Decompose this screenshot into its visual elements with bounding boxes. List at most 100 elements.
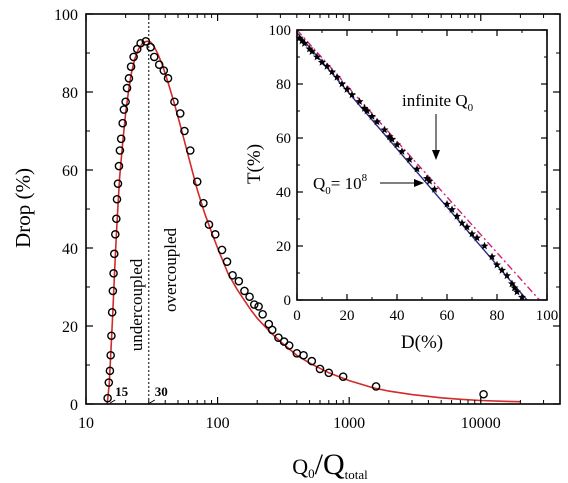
data-point [222, 257, 232, 266]
annotation-infinite-q0-sub: 0 [468, 102, 474, 114]
inset-y-axis-label: T(%) [244, 144, 265, 184]
data-point [126, 62, 136, 71]
data-point [103, 393, 112, 403]
data-point [107, 331, 116, 341]
inset-data-point [498, 266, 506, 274]
data-point [154, 60, 164, 69]
data-point [118, 118, 127, 128]
inset-data-point [463, 222, 471, 231]
inset-data-point [308, 47, 316, 55]
data-point [112, 214, 121, 224]
threshold-marker-label: 15 [115, 384, 129, 399]
inset-data-point [343, 85, 351, 93]
data-point [185, 146, 195, 155]
x-tick-label: 100 [206, 415, 230, 432]
inset-data-point [368, 112, 376, 120]
main-data-points-layer [103, 37, 488, 403]
inset-x-tick-label: 60 [440, 308, 455, 324]
main-y-axis-label: Drop (%) [11, 168, 35, 248]
threshold-marker-label: 30 [155, 384, 168, 399]
x-tick-label: 10000 [461, 415, 501, 432]
inset-y-tick-label: 60 [276, 131, 291, 147]
arrow-head-icon [432, 150, 440, 160]
data-point [149, 52, 159, 62]
data-point [159, 66, 169, 75]
x-label-slash: /Q [315, 448, 345, 481]
data-point [109, 269, 118, 278]
data-point [192, 177, 202, 186]
data-point [249, 300, 259, 309]
data-point [121, 97, 130, 107]
data-point [204, 220, 214, 229]
inset-data-point [443, 200, 451, 208]
inset-data-point [360, 104, 369, 112]
data-point [315, 364, 325, 374]
inset-data-point [300, 39, 309, 47]
fit-curve [106, 40, 521, 405]
x-label-sub-total: total [345, 467, 368, 482]
data-point [136, 38, 145, 48]
inset-x-tick-label: 20 [340, 308, 355, 324]
inset-data-point [453, 212, 461, 220]
y-tick-label: 20 [62, 319, 78, 336]
data-point [129, 52, 138, 62]
inset-data-point [430, 185, 439, 193]
data-point [371, 382, 381, 391]
threshold-marker-arrow [109, 399, 116, 404]
y-tick-label: 60 [62, 163, 78, 180]
region-label-overcoupled: overcoupled [161, 227, 180, 312]
inset-data-point [473, 233, 481, 242]
inset-data-point [468, 229, 476, 238]
data-point [108, 286, 118, 296]
inset-data-point [480, 241, 489, 250]
inset-x-tick-label: 40 [390, 308, 405, 324]
data-point [111, 230, 120, 239]
annotation-q0-eq: = 10 [331, 174, 362, 193]
inset-data-point [338, 79, 346, 88]
inset-data-point [513, 287, 521, 296]
data-point [163, 74, 173, 83]
inset-data-point [313, 52, 321, 61]
data-point [105, 366, 115, 376]
inset-y-tick-label: 100 [269, 23, 292, 39]
inset-x-tick-label: 80 [490, 308, 505, 324]
inset-data-point [510, 283, 519, 292]
svg-text:infinite Q0: infinite Q0 [402, 91, 474, 114]
data-point [107, 308, 117, 317]
data-point [114, 161, 124, 171]
x-tick-label: 1000 [333, 415, 365, 432]
data-point [234, 276, 244, 286]
inset-data-point [393, 140, 401, 149]
inset-data-point [488, 252, 496, 261]
inset-y-tick-label: 20 [276, 239, 291, 255]
y-tick-label: 0 [70, 397, 78, 414]
svg-text:Q0= 108: Q0= 108 [313, 172, 368, 197]
data-point [124, 74, 134, 83]
inset-data-point [458, 218, 466, 227]
data-point [245, 292, 254, 302]
data-point [116, 134, 126, 144]
data-point [141, 37, 151, 46]
inset-data-points-layer [295, 33, 526, 301]
arrow-head-icon [414, 179, 424, 187]
inset-data-point [333, 73, 341, 81]
inset-data-point [493, 260, 501, 269]
inset-data-point [503, 271, 511, 280]
inset-y-tick-label: 80 [276, 77, 291, 93]
y-tick-label: 100 [54, 7, 78, 24]
inset-data-point [373, 117, 381, 126]
inset-data-point [323, 62, 331, 70]
threshold-marker-arrow [149, 399, 156, 404]
x-label-sub-0: 0 [308, 466, 315, 481]
data-point [146, 42, 155, 52]
data-point [307, 356, 317, 366]
inset-data-point [295, 33, 304, 42]
data-point [240, 286, 249, 296]
inset-data-point [413, 164, 421, 173]
inset-x-tick-label: 100 [536, 308, 559, 324]
data-point [115, 146, 125, 155]
data-point [104, 378, 114, 387]
inset-data-point [448, 205, 456, 213]
x-tick-label: 10 [78, 415, 94, 432]
